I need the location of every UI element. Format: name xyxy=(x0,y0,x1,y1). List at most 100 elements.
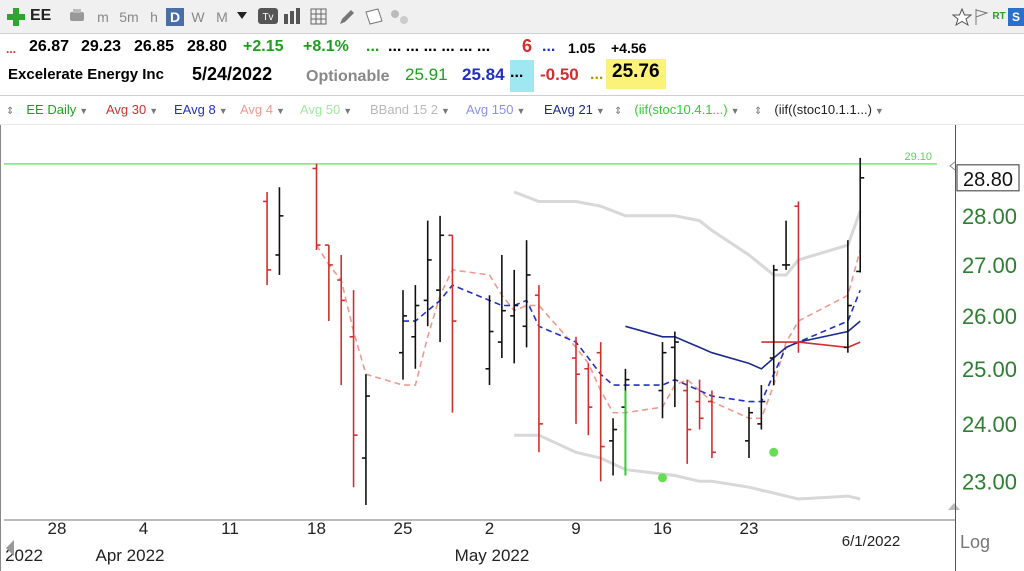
quote-low: 26.85 xyxy=(134,38,175,55)
bar-chart-icon[interactable] xyxy=(283,8,303,24)
study-label: (iif((stoc10.1.1...) xyxy=(774,102,872,117)
x-tick-label: 4 xyxy=(139,519,148,538)
study-label: Avg 150 xyxy=(466,102,514,117)
end-date-label: 6/1/2022 xyxy=(842,533,900,550)
y-tick-label: 27.00 xyxy=(962,253,1017,278)
axis-pointer-top xyxy=(949,161,956,171)
quote-val-green: 25.91 xyxy=(405,65,448,84)
chevron-down-icon[interactable]: ▼ xyxy=(730,106,740,116)
study-item-4[interactable]: Avg 50 ▼ xyxy=(300,102,352,117)
x-tick-label: 16 xyxy=(653,519,672,538)
quote-high: 29.23 xyxy=(81,38,122,55)
dots-icon[interactable] xyxy=(390,8,412,26)
study-label: Avg 4 xyxy=(240,102,274,117)
x-tick-label: 9 xyxy=(571,519,580,538)
study-item-1[interactable]: Avg 30 ▼ xyxy=(106,102,158,117)
chevron-down-icon[interactable]: ▼ xyxy=(343,106,353,116)
quote-diff: +4.56 xyxy=(611,40,647,56)
scroll-left-icon xyxy=(6,540,14,556)
study-item-8[interactable]: ⇕ (iif(stoc10.4.1...) ▼ xyxy=(614,102,740,117)
quote-prefix: ... xyxy=(6,42,17,56)
flag-icon[interactable] xyxy=(974,8,990,26)
study-item-6[interactable]: Avg 150 ▼ xyxy=(466,102,525,117)
add-symbol-icon[interactable] xyxy=(6,7,26,27)
study-item-5[interactable]: BBand 15 2 ▼ xyxy=(370,102,450,117)
text-tool-icon[interactable]: Tv xyxy=(258,8,278,24)
study-item-7[interactable]: EAvg 21 ▼ xyxy=(544,102,605,117)
series-eavg8-1 xyxy=(403,284,861,403)
chevron-down-icon[interactable] xyxy=(237,12,247,20)
interval-w[interactable]: W xyxy=(191,9,205,25)
interval-m[interactable]: m xyxy=(97,9,109,25)
note-icon[interactable] xyxy=(364,8,384,26)
symbol-input[interactable]: EE xyxy=(30,7,52,24)
quote-close: 28.80 xyxy=(187,38,228,55)
quote-val-yellow: 25.76 xyxy=(606,59,666,89)
study-item-2[interactable]: EAvg 8 ▼ xyxy=(174,102,228,117)
study-item-9[interactable]: ⇕ (iif((stoc10.1.1...) ▼ xyxy=(754,102,884,117)
study-item-0[interactable]: ⇕ EE Daily ▼ xyxy=(6,102,89,117)
svg-text:Tv: Tv xyxy=(262,12,273,23)
settings-icon[interactable]: S xyxy=(1008,8,1024,26)
quote-change: +2.15 xyxy=(243,38,284,55)
quote-count: 6 xyxy=(522,36,533,56)
chevron-down-icon[interactable]: ▼ xyxy=(79,106,89,116)
rt-label[interactable]: RT xyxy=(992,11,1006,22)
series-avg4-0 xyxy=(315,244,861,420)
price-axis-panel[interactable] xyxy=(955,125,1024,571)
x-month-label: Apr 2022 xyxy=(96,546,165,565)
chevron-down-icon[interactable]: ▼ xyxy=(149,106,159,116)
study-label: Avg 50 xyxy=(300,102,341,117)
grid-icon[interactable] xyxy=(310,8,330,26)
study-label: EAvg 8 xyxy=(174,102,216,117)
study-label: (iif(stoc10.4.1...) xyxy=(634,102,728,117)
signal-dot-0 xyxy=(658,473,667,483)
interval-h[interactable]: h xyxy=(150,9,158,25)
study-label: BBand 15 2 xyxy=(370,102,438,117)
chevron-down-icon[interactable]: ▼ xyxy=(218,106,228,116)
quote-change-pct: +8.1% xyxy=(303,38,349,55)
x-tick-label: 25 xyxy=(394,519,413,538)
interval-m-month[interactable]: M xyxy=(216,9,228,25)
log-scale-toggle[interactable]: Log xyxy=(960,532,990,552)
study-item-3[interactable]: Avg 4 ▼ xyxy=(240,102,285,117)
chevron-down-icon[interactable]: ▼ xyxy=(516,106,526,116)
chevron-down-icon[interactable]: ▼ xyxy=(276,106,285,116)
draw-icon[interactable] xyxy=(68,8,88,24)
quote-val-cyan: ... xyxy=(510,60,534,92)
quote-dots-green: ... xyxy=(366,38,380,55)
chevron-down-icon[interactable]: ▼ xyxy=(440,106,450,116)
study-label: EE Daily xyxy=(26,102,77,117)
quote-ratio: 1.05 xyxy=(568,40,596,56)
study-legend-bar: ⇕ EE Daily ▼ Avg 30 ▼ EAvg 8 ▼ Avg 4 ▼ Avg 50 ▼ BBa… xyxy=(0,95,1024,125)
updown-icon: ⇕ xyxy=(614,106,623,117)
pencil-icon[interactable] xyxy=(338,8,356,26)
signal-dot-1 xyxy=(769,447,779,457)
star-icon[interactable] xyxy=(952,8,972,26)
x-tick-label: 23 xyxy=(740,519,759,538)
toolbar: EE m 5m h D W M Tv RT S xyxy=(0,0,1024,34)
interval-d-active[interactable]: D xyxy=(166,8,184,26)
optionable-label: Optionable xyxy=(306,68,390,85)
x-tick-label: 18 xyxy=(307,519,326,538)
x-tick-label: 2 xyxy=(485,519,494,538)
series-avg30-3 xyxy=(761,341,861,349)
updown-icon: ⇕ xyxy=(6,106,15,117)
interval-5m[interactable]: 5m xyxy=(119,9,139,25)
chevron-down-icon[interactable]: ▼ xyxy=(595,106,605,116)
quote-val-blue: 25.84 xyxy=(462,65,505,84)
x-month-label: 2022 xyxy=(5,546,43,565)
quote-row-2: Excelerate Energy Inc 5/24/2022 Optionab… xyxy=(0,59,1024,92)
quote-dots-blue: ... xyxy=(542,38,556,55)
quote-dots: ... ... ... ... ... ... xyxy=(388,38,491,55)
updown-icon: ⇕ xyxy=(754,106,763,117)
chevron-down-icon[interactable]: ▼ xyxy=(874,106,884,116)
quote-val-dots: ... xyxy=(590,66,604,83)
x-tick-label: 11 xyxy=(221,519,239,538)
last-price-label: 28.80 xyxy=(963,169,1013,191)
quote-val-red: -0.50 xyxy=(540,65,579,84)
company-name: Excelerate Energy Inc xyxy=(8,66,164,83)
hline-label: 29.10 xyxy=(904,151,932,163)
series-bband-5 xyxy=(514,433,861,501)
